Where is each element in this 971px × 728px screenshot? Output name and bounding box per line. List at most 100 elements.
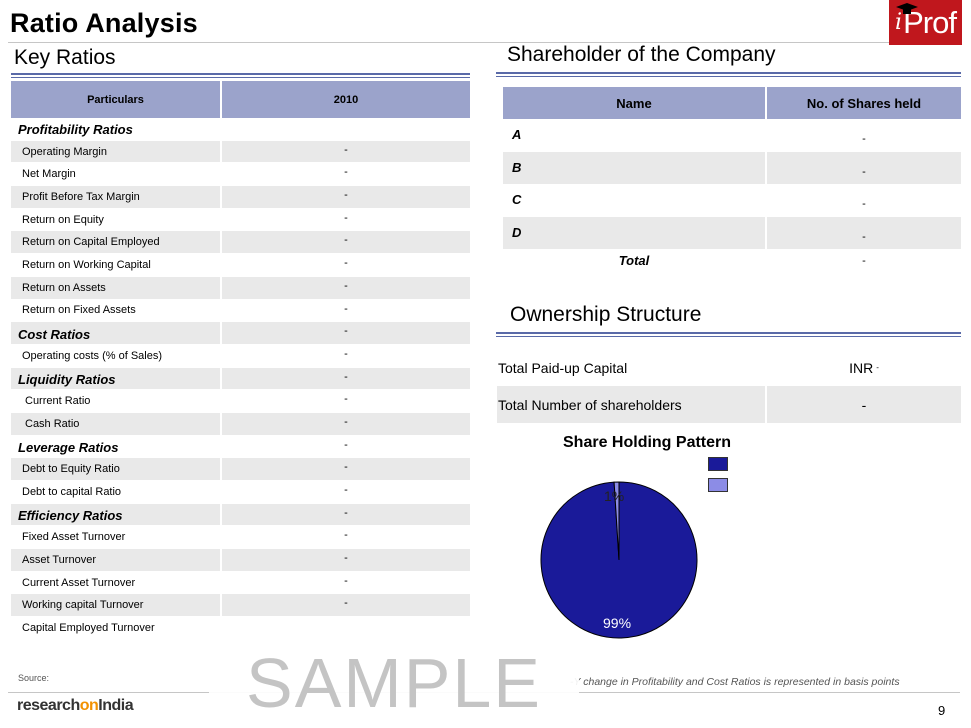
ratio-value	[222, 118, 470, 140]
shareholders-total-row: Total -	[503, 249, 961, 282]
num-shareholders-value: -	[861, 396, 867, 413]
ratio-label: Profitability Ratios	[11, 118, 222, 140]
legend-swatch	[708, 457, 728, 471]
ratio-label: Debt to Equity Ratio	[11, 458, 222, 480]
ratio-value: -	[344, 189, 348, 202]
page-number: 9	[938, 703, 946, 718]
num-shareholders-label: Total Number of shareholders	[497, 386, 767, 423]
ratio-value: -	[344, 506, 348, 519]
shareholders-rule	[496, 72, 961, 77]
ratio-value	[222, 617, 470, 639]
sample-watermark: SAMPLE	[209, 638, 579, 728]
ratio-category-row: Efficiency Ratios -	[11, 503, 470, 527]
ratio-row: Return on Working Capital -	[11, 254, 470, 277]
ratio-category-row: Profitability Ratios	[11, 118, 470, 141]
col-year: 2010	[333, 93, 359, 106]
shareholder-shares: -	[862, 165, 866, 178]
paid-up-value: -	[876, 363, 879, 372]
ratio-value: -	[344, 552, 348, 565]
ratio-label: Debt to capital Ratio	[11, 481, 222, 503]
ratio-row: Net Margin -	[11, 163, 470, 187]
logo-prof: Prof	[903, 4, 957, 40]
key-ratios-title: Key Ratios	[14, 46, 116, 69]
ratio-label: Efficiency Ratios	[11, 503, 222, 526]
shareholder-name: D	[503, 216, 767, 249]
key-ratios-header: Particulars 2010	[11, 81, 470, 118]
ratio-category-row: Leverage Ratios -	[11, 435, 470, 459]
ratio-label: Current Ratio	[11, 390, 222, 412]
ratio-row: Return on Equity -	[11, 208, 470, 232]
num-shareholders-row: Total Number of shareholders -	[497, 386, 961, 423]
ratio-label: Profit Before Tax Margin	[11, 186, 222, 208]
ratio-label: Liquidity Ratios	[11, 367, 222, 390]
pie-slice	[613, 481, 620, 561]
ratio-row: Working capital Turnover -	[11, 594, 470, 618]
ratio-row: Current Asset Turnover -	[11, 571, 470, 595]
ratio-value: -	[344, 302, 348, 315]
ratio-label: Fixed Asset Turnover	[11, 526, 222, 549]
ratio-label: Asset Turnover	[11, 549, 222, 571]
brand-on: on	[79, 697, 99, 714]
ratio-label: Capital Employed Turnover	[11, 617, 222, 639]
ratio-row: Asset Turnover -	[11, 549, 470, 572]
ratio-label: Operating Margin	[11, 140, 222, 163]
ratio-label: Return on Working Capital	[11, 254, 222, 276]
source-label: Source:	[18, 673, 50, 683]
paid-up-row: Total Paid-up Capital INR -	[497, 349, 961, 386]
ownership-title: Ownership Structure	[510, 303, 702, 326]
ownership-rule	[496, 332, 961, 337]
title-divider	[8, 42, 960, 43]
ratio-row: Debt to capital Ratio -	[11, 481, 470, 504]
ratio-row: Return on Assets -	[11, 276, 470, 300]
ratio-value: -	[344, 461, 348, 474]
ratio-value: -	[344, 325, 348, 338]
ownership-table: Total Paid-up Capital INR - Total Number…	[497, 349, 961, 423]
ratio-row: Return on Capital Employed -	[11, 231, 470, 255]
ratio-row: Cash Ratio -	[11, 412, 470, 436]
ratio-value: -	[344, 415, 348, 428]
graduation-cap-icon	[896, 3, 918, 14]
paid-up-value-cell: INR -	[767, 349, 961, 386]
ratio-value: -	[344, 257, 348, 270]
ratio-value: -	[344, 234, 348, 247]
brand-research: research	[17, 697, 80, 714]
shareholders-body: A-B-C-D-	[503, 119, 961, 249]
ratio-label: Return on Equity	[11, 208, 222, 231]
key-ratios-rule	[11, 73, 470, 78]
page-title: Ratio Analysis	[10, 8, 198, 38]
share-holding-pie-chart	[540, 481, 698, 639]
paid-up-label: Total Paid-up Capital	[497, 349, 767, 386]
legend-swatch	[708, 478, 728, 492]
shareholder-row: B-	[503, 151, 961, 184]
col-shares: No. of Shares held	[806, 95, 922, 111]
shareholder-row: C-	[503, 184, 961, 217]
ratio-row: Capital Employed Turnover	[11, 617, 470, 640]
ratio-value: -	[344, 347, 348, 360]
chart-title: Share Holding Pattern	[563, 434, 732, 451]
ratio-label: Return on Fixed Assets	[11, 299, 222, 322]
ratio-label: Operating costs (% of Sales)	[11, 344, 222, 367]
shareholder-shares: -	[862, 230, 866, 243]
ratio-value: -	[344, 143, 348, 156]
shareholder-shares: -	[862, 198, 866, 210]
ratio-value: -	[344, 484, 348, 496]
ratio-label: Return on Capital Employed	[11, 231, 222, 254]
ratio-value: -	[344, 211, 348, 224]
ratio-row: Operating Margin -	[11, 140, 470, 164]
ratio-value: -	[344, 529, 348, 542]
ratio-value: -	[344, 393, 348, 406]
ratio-label: Leverage Ratios	[11, 435, 222, 458]
ratio-label: Current Asset Turnover	[11, 571, 222, 594]
key-ratios-body: Profitability Ratios Operating Margin - Net…	[11, 118, 470, 640]
ratio-category-row: Cost Ratios -	[11, 322, 470, 345]
key-ratios-table: Particulars 2010 Profitability Ratios Ope…	[11, 81, 470, 640]
ratio-row: Operating costs (% of Sales) -	[11, 344, 470, 368]
col-name: Name	[503, 87, 767, 119]
brand-india: India	[98, 697, 134, 714]
total-value: -	[862, 255, 866, 267]
shareholders-header: Name No. of Shares held	[503, 87, 961, 119]
ratio-row: Profit Before Tax Margin -	[11, 186, 470, 209]
ratio-value: -	[344, 438, 348, 451]
logo-i: i	[895, 10, 903, 35]
col-particulars: Particulars	[11, 81, 222, 118]
